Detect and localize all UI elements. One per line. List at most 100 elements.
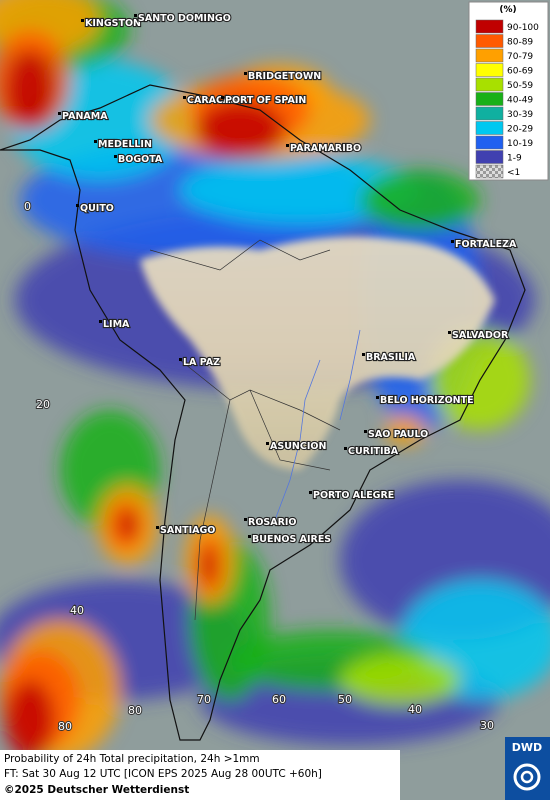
city-dot — [58, 112, 61, 115]
city-dot — [99, 320, 102, 323]
legend-label: 80-89 — [507, 38, 533, 48]
legend: (%) 90-100 80-89 70-79 60-69 50-59 40-49 30-39… — [468, 1, 549, 181]
city-label: PARAMARIBO — [290, 143, 361, 154]
city-label: MEDELLIN — [98, 139, 152, 150]
precip-blob — [180, 155, 420, 225]
precip-blob — [118, 509, 138, 541]
city-dot — [134, 14, 137, 17]
legend-swatch — [475, 48, 504, 63]
logo-icon — [520, 770, 534, 784]
city-dot — [179, 358, 182, 361]
legend-swatch — [475, 150, 504, 164]
legend-swatch — [475, 121, 504, 135]
city-label: BOGOTA — [118, 154, 163, 165]
precip-blob — [360, 170, 480, 230]
legend-swatch — [475, 92, 504, 106]
coastline — [0, 84, 526, 741]
city-label: LA PAZ — [183, 357, 220, 368]
precip-blob — [385, 415, 425, 445]
legend-swatch — [475, 164, 504, 179]
city-label: LIMA — [103, 319, 130, 330]
legend-swatch — [475, 77, 504, 92]
city-dot — [183, 96, 186, 99]
city-dot — [244, 72, 247, 75]
grid-label: 40 — [408, 703, 422, 716]
legend-label: <1 — [507, 168, 520, 178]
logo-icon — [513, 763, 541, 791]
legend-swatch — [475, 135, 504, 150]
grid-label: 60 — [272, 693, 286, 706]
precip-blob — [200, 545, 216, 585]
legend-swatch — [475, 106, 504, 121]
city-label: SALVADOR — [452, 330, 509, 341]
grid-label: 0 — [24, 200, 31, 213]
precip-blob — [195, 100, 285, 160]
legend-label: 30-39 — [507, 110, 533, 120]
city-label: QUITO — [80, 203, 114, 214]
city-label: SANTIAGO — [160, 525, 215, 536]
city-dot — [244, 518, 247, 521]
legend-label: 1-9 — [507, 154, 522, 164]
city-dot — [362, 353, 365, 356]
city-label: BUENOS AIRES — [252, 534, 331, 545]
city-dot — [248, 535, 251, 538]
city-label: BELO HORIZONTE — [380, 395, 474, 406]
footer-line: FT: Sat 30 Aug 12 UTC [ICON EPS 2025 Aug… — [4, 768, 322, 780]
city-label: CURITIBA — [348, 446, 399, 457]
dry-land — [140, 236, 495, 470]
legend-label: 70-79 — [507, 52, 533, 62]
city-dot — [266, 442, 269, 445]
city-label: ROSARIO — [248, 517, 297, 528]
city-dot — [376, 396, 379, 399]
legend-label: 50-59 — [507, 81, 533, 91]
grid-label: 80 — [58, 720, 72, 733]
legend-swatch — [475, 34, 504, 48]
city-label: ASUNCION — [270, 441, 326, 452]
legend-label: 60-69 — [507, 67, 533, 77]
city-label: CARACAS — [187, 95, 237, 106]
grid-label: 80 — [128, 704, 142, 717]
footer: Probability of 24h Total precipitation, … — [0, 750, 400, 800]
city-dot — [344, 447, 347, 450]
city-dot — [81, 19, 84, 22]
city-label: PORT OF SPAIN — [225, 95, 306, 106]
grid-label: 50 — [338, 693, 352, 706]
city-dot — [286, 144, 289, 147]
city-dot — [364, 430, 367, 433]
city-label: BRASILIA — [366, 352, 416, 363]
city-dot — [94, 140, 97, 143]
city-dot — [309, 491, 312, 494]
borders — [149, 239, 341, 621]
legend-title: (%) — [499, 5, 516, 15]
city-dot — [76, 204, 79, 207]
city-label: PANAMA — [62, 111, 108, 122]
city-label: BRIDGETOWN — [248, 71, 321, 82]
grid-labels: 0 20 40 80 70 60 50 40 30 80 — [23, 199, 495, 734]
legend-swatch — [475, 63, 504, 77]
city-label: FORTALEZA — [455, 239, 517, 250]
footer-line: Probability of 24h Total precipitation, … — [4, 753, 260, 765]
city-dot — [156, 526, 159, 529]
city-dot — [451, 240, 454, 243]
dwd-logo: DWD — [505, 737, 550, 800]
precip-blob — [5, 680, 55, 760]
city-label: SANTO DOMINGO — [138, 13, 231, 24]
legend-label: 90-100 — [507, 23, 539, 33]
logo-text: DWD — [512, 741, 542, 754]
rivers — [274, 329, 361, 521]
precip-blob — [5, 50, 55, 130]
grid-label: 30 — [480, 719, 494, 732]
city-label: KINGSTON — [85, 18, 141, 29]
grid-label: 70 — [197, 693, 211, 706]
city-dot — [221, 96, 224, 99]
footer-line: ©2025 Deutscher Wetterdienst — [4, 784, 189, 796]
grid-label: 20 — [36, 398, 50, 411]
precip-blob — [340, 655, 460, 705]
legend-label: 20-29 — [507, 125, 533, 135]
legend-swatch — [475, 19, 504, 34]
city-dot — [448, 331, 451, 334]
legend-items: 90-100 80-89 70-79 60-69 50-59 40-49 30-39 20-2… — [475, 19, 539, 179]
legend-label: 40-49 — [507, 96, 533, 106]
